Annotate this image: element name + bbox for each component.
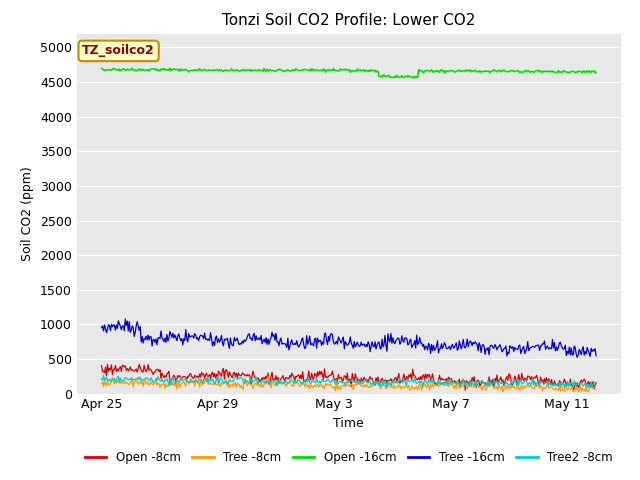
Line: Open -16cm: Open -16cm [102,68,596,78]
Y-axis label: Soil CO2 (ppm): Soil CO2 (ppm) [21,166,35,261]
Open -16cm [592,70,600,76]
Tree -16cm [337,339,344,345]
Tree -16cm [573,355,581,360]
Open -8cm [98,363,106,369]
Tree2 -8cm [584,385,592,391]
Tree2 -8cm [504,381,512,386]
Open -8cm [366,374,374,380]
Line: Open -8cm: Open -8cm [102,364,596,390]
Tree -8cm [366,383,374,389]
Open -8cm [505,371,513,377]
Open -16cm [505,69,513,74]
X-axis label: Time: Time [333,417,364,430]
Open -8cm [461,387,469,393]
Open -16cm [129,65,136,71]
Tree2 -8cm [333,381,341,387]
Tree -16cm [98,325,106,331]
Open -8cm [104,361,111,367]
Tree -16cm [393,336,401,342]
Tree -8cm [505,385,513,391]
Text: TZ_soilco2: TZ_soilco2 [82,44,155,58]
Open -16cm [410,75,417,81]
Line: Tree -16cm: Tree -16cm [102,319,596,358]
Tree -8cm [333,386,341,392]
Line: Tree -8cm: Tree -8cm [102,376,596,392]
Open -8cm [393,379,401,385]
Tree2 -8cm [592,380,600,385]
Tree -16cm [366,349,374,355]
Tree -16cm [504,349,512,355]
Open -16cm [393,72,401,78]
Open -8cm [582,384,590,389]
Tree2 -8cm [100,372,108,378]
Title: Tonzi Soil CO2 Profile: Lower CO2: Tonzi Soil CO2 Profile: Lower CO2 [222,13,476,28]
Tree -16cm [333,341,341,347]
Tree -8cm [337,387,344,393]
Tree -16cm [122,316,129,322]
Open -8cm [337,375,344,381]
Open -16cm [582,69,590,74]
Tree -8cm [98,381,106,386]
Tree2 -8cm [337,378,344,384]
Open -8cm [592,380,600,385]
Tree -16cm [582,351,590,357]
Legend: Open -8cm, Tree -8cm, Open -16cm, Tree -16cm, Tree2 -8cm: Open -8cm, Tree -8cm, Open -16cm, Tree -… [80,446,618,469]
Open -16cm [337,66,344,72]
Open -16cm [333,68,341,73]
Tree2 -8cm [366,379,374,385]
Tree2 -8cm [581,380,589,385]
Tree2 -8cm [393,379,401,384]
Tree2 -8cm [98,376,106,382]
Open -16cm [98,65,106,71]
Tree -16cm [592,353,600,359]
Tree -8cm [393,384,401,390]
Tree -8cm [499,389,507,395]
Tree -8cm [264,373,272,379]
Line: Tree2 -8cm: Tree2 -8cm [102,375,596,388]
Open -8cm [333,378,341,384]
Tree -8cm [592,382,600,388]
Open -16cm [366,69,374,74]
Tree -8cm [582,384,590,389]
